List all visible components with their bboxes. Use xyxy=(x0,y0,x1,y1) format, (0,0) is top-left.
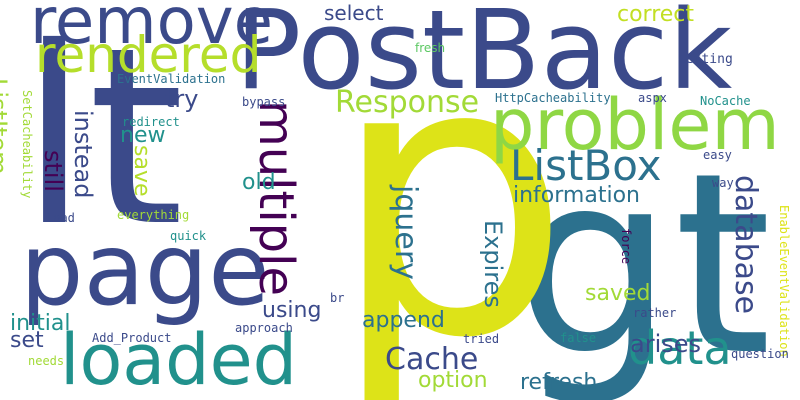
word-page: page xyxy=(20,211,270,328)
word-needs: needs xyxy=(28,354,65,368)
word-correct: correct xyxy=(617,2,695,27)
word-setcacheability: SetCacheability xyxy=(20,90,34,199)
word-multiple: multiple xyxy=(248,100,304,297)
word-arises: arises xyxy=(630,330,702,358)
word-redirect: redirect xyxy=(122,115,180,129)
word-br: br xyxy=(330,291,345,305)
word-force: force xyxy=(619,228,633,265)
word-remove: remove xyxy=(30,0,274,59)
word-fresh: fresh xyxy=(415,41,446,55)
word-set: set xyxy=(10,328,44,353)
word-option: option xyxy=(418,368,488,393)
word-data: data xyxy=(628,321,732,375)
word-old: old xyxy=(242,170,276,195)
word-easy: easy xyxy=(703,148,732,162)
word-cache: Cache xyxy=(385,342,479,377)
word-rather: rather xyxy=(633,306,677,320)
word-add_product: Add_Product xyxy=(92,331,172,345)
word-select: select xyxy=(324,1,384,25)
word-problem: problem xyxy=(490,84,780,166)
word-refresh: refresh xyxy=(520,370,598,395)
word-way: way xyxy=(712,176,734,190)
word-postback: PostBack xyxy=(235,0,733,114)
word-initial: initial xyxy=(10,311,71,336)
word-httpcacheability: HttpCacheability xyxy=(495,91,611,105)
word-append: append xyxy=(362,308,445,333)
word-enableeventvalidation: EnableEventValidation xyxy=(777,205,791,357)
word-aspx: aspx xyxy=(638,91,667,105)
word-response: Response xyxy=(335,85,480,120)
word-setting: setting xyxy=(678,52,733,67)
word-loaded: loaded xyxy=(60,319,298,400)
word-lt: lt xyxy=(20,0,185,280)
word-question: question xyxy=(731,347,789,361)
word-database: database xyxy=(728,175,763,315)
word-gt: gt xyxy=(515,119,772,400)
word-everything: everything xyxy=(117,208,190,222)
word-approach: approach xyxy=(235,321,293,335)
word-still: still xyxy=(39,150,67,192)
word-false: false xyxy=(560,331,597,345)
word-using: using xyxy=(262,298,322,323)
word-instead: instead xyxy=(69,110,97,199)
word-rendered: rendered xyxy=(35,26,262,84)
word-tried: tried xyxy=(463,332,500,346)
word-load: load xyxy=(46,211,75,225)
word-save: save xyxy=(129,145,154,197)
word-quick: quick xyxy=(170,229,207,243)
word-bypass: bypass xyxy=(242,95,286,109)
word-jquery: jquery xyxy=(388,185,423,280)
word-p: p xyxy=(330,0,572,400)
word-try: try xyxy=(165,85,199,113)
word-eventvalidation: EventValidation xyxy=(117,72,226,86)
word-information: information xyxy=(513,183,640,208)
word-listitem: ListItem xyxy=(0,78,12,175)
word-saved: saved xyxy=(585,281,651,306)
word-new: new xyxy=(120,123,166,148)
word-listbox: ListBox xyxy=(510,141,662,190)
word-nocache: NoCache xyxy=(700,94,751,108)
word-expires: Expires xyxy=(479,220,507,308)
